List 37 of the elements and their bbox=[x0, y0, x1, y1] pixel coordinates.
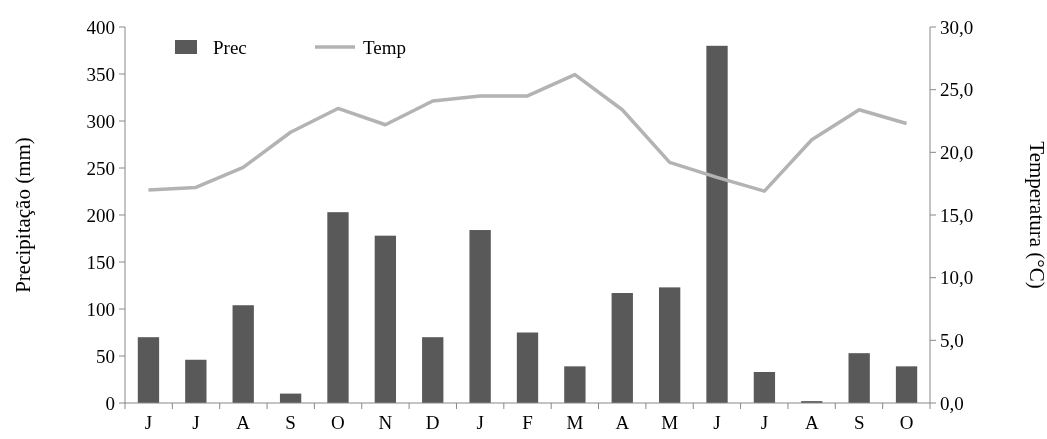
x-tick-label: J bbox=[192, 412, 200, 433]
y2-tick-label: 10,0 bbox=[940, 267, 974, 289]
x-tick-label: S bbox=[285, 412, 296, 433]
x-tick-label: S bbox=[853, 412, 865, 433]
legend-label: Prec bbox=[213, 36, 247, 58]
x-tick-label: N bbox=[378, 412, 393, 433]
legend-label: Temp bbox=[363, 36, 406, 58]
x-tick-label: F bbox=[522, 412, 533, 433]
y-tick-label: 250 bbox=[86, 157, 115, 179]
y-tick-label: 400 bbox=[86, 16, 115, 38]
x-tick-label: J bbox=[476, 412, 484, 433]
y2-tick-label: 5,0 bbox=[940, 329, 964, 351]
x-tick-label: D bbox=[425, 412, 440, 433]
y2-tick-label: 20,0 bbox=[940, 141, 974, 163]
y-tick-label: 100 bbox=[86, 298, 115, 320]
x-tick-label: J bbox=[760, 412, 769, 433]
y-tick-label: 0 bbox=[105, 392, 115, 414]
y-tick-label: 150 bbox=[86, 251, 115, 273]
y-axis-title: Precipitação (mm) bbox=[11, 137, 35, 293]
x-tick-label: O bbox=[331, 412, 345, 433]
x-tick-label: A bbox=[804, 412, 819, 433]
y-tick-label: 300 bbox=[86, 110, 115, 132]
x-tick-label: M bbox=[566, 412, 584, 433]
x-tick-label: J bbox=[713, 412, 721, 433]
y-tick-label: 50 bbox=[96, 345, 115, 367]
y2-tick-label: 25,0 bbox=[940, 79, 974, 101]
y-tick-label: 200 bbox=[86, 204, 115, 226]
y2-axis-title: Temperatura (°C) bbox=[1025, 141, 1047, 289]
x-tick-label: M bbox=[661, 412, 679, 433]
y2-tick-label: 30,0 bbox=[940, 16, 974, 38]
x-tick-label: A bbox=[236, 412, 251, 433]
y2-tick-label: 0,0 bbox=[940, 392, 964, 414]
x-tick-label: J bbox=[144, 412, 153, 433]
y2-tick-label: 15,0 bbox=[940, 204, 974, 226]
y-tick-label: 350 bbox=[86, 63, 115, 85]
x-tick-label: A bbox=[615, 412, 630, 433]
x-tick-label: O bbox=[899, 412, 914, 433]
